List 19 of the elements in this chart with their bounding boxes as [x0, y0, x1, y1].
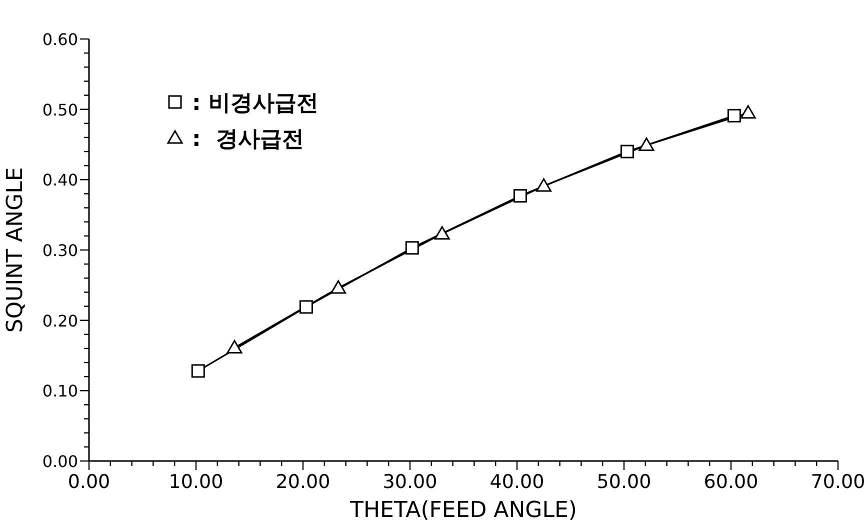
y-tick-label: 0.60: [42, 30, 78, 49]
x-tick-label: 20.00: [276, 471, 330, 493]
legend-label: : 경사급전: [192, 127, 304, 152]
x-tick-label: 30.00: [382, 471, 438, 493]
x-axis-title: THETA(FEED ANGLE): [349, 498, 577, 523]
y-tick-label: 0.20: [42, 311, 78, 330]
x-tick-label: 0.00: [68, 471, 110, 493]
x-tick-label: 10.00: [168, 471, 224, 493]
y-tick-label: 0.50: [42, 100, 78, 120]
y-tick-label: 0.10: [42, 382, 78, 401]
x-tick-label: 60.00: [704, 471, 758, 493]
x-tick-label: 70.00: [810, 471, 864, 493]
y-tick-label: 0.30: [42, 241, 78, 260]
x-tick-label: 50.00: [596, 471, 652, 493]
y-tick-label: 0.00: [42, 452, 78, 471]
x-tick-label: 40.00: [490, 471, 544, 493]
legend-label: : 비경사급전: [192, 91, 318, 116]
y-tick-label: 0.40: [42, 170, 78, 190]
y-axis-title: SQUINT ANGLE: [3, 167, 28, 333]
